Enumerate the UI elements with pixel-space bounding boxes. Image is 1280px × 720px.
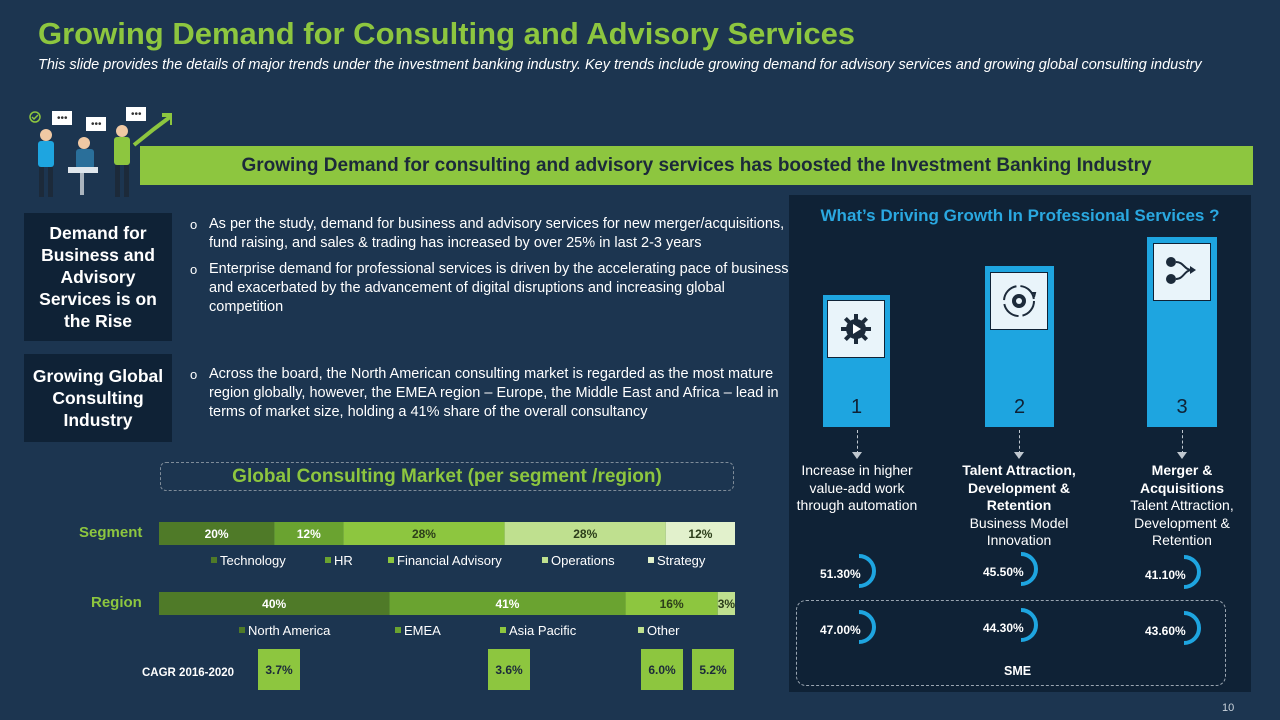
bar-region-asia-pacific xyxy=(625,592,718,615)
bullet-list-demand: As per the study, demand for business an… xyxy=(190,215,790,324)
driver-number: 1 xyxy=(850,396,863,418)
data-label-asia-pacific: 16% xyxy=(660,597,684,611)
chart-title: Global Consulting Market (per segment /r… xyxy=(160,462,734,491)
gauge-arc-top-3 xyxy=(1183,555,1201,589)
driver-description: Talent Attraction, Development & Retenti… xyxy=(1130,497,1234,548)
cagr-value-north-america: 3.7% xyxy=(258,649,300,690)
legend-swatch-technology xyxy=(211,557,217,563)
bar-region-emea xyxy=(389,592,626,615)
legend-entry-operations: Operations xyxy=(551,553,615,568)
svg-text:•••: ••• xyxy=(91,119,102,130)
legend-entry-strategy: Strategy xyxy=(657,553,706,568)
cagr-value-asia-pacific: 6.0% xyxy=(641,649,683,690)
gauge-arc-sme-2 xyxy=(1020,608,1038,642)
legend-entry-technology: Technology xyxy=(220,553,286,568)
cagr-value-emea: 3.6% xyxy=(488,649,530,690)
bullet-item: Across the board, the North American con… xyxy=(190,365,790,422)
legend-swatch-asia-pacific xyxy=(500,627,506,633)
gauge-arc-top-1 xyxy=(858,554,876,588)
legend-swatch-financial-advisory xyxy=(388,557,394,563)
arrowhead-icon xyxy=(852,452,862,459)
legend-swatch-other xyxy=(638,627,644,633)
pct-sme-2: 44.30% xyxy=(983,621,1024,635)
arrowhead-icon xyxy=(1177,452,1187,459)
page-subtitle: This slide provides the details of major… xyxy=(38,57,1202,73)
legend-swatch-hr xyxy=(325,557,331,563)
bar-region-other xyxy=(717,592,735,615)
legend-swatch-strategy xyxy=(648,557,654,563)
pct-sme-1: 47.00% xyxy=(820,623,861,637)
gauge-arc-top-2 xyxy=(1020,552,1038,586)
data-label-technology: 20% xyxy=(205,527,229,541)
panel-title: What’s Driving Growth In Professional Se… xyxy=(820,206,1220,225)
cagr-value-other: 5.2% xyxy=(692,649,734,690)
merge-flow-icon xyxy=(1153,243,1211,301)
gauge-arc-sme-3 xyxy=(1183,611,1201,645)
row-label-region: Region xyxy=(91,594,142,611)
legend-entry-asia-pacific: Asia Pacific xyxy=(509,623,577,638)
gauge-arcs xyxy=(858,552,1201,645)
arrow-connector xyxy=(1019,430,1020,454)
data-label-operations: 28% xyxy=(573,527,597,541)
data-label-financial-advisory: 28% xyxy=(412,527,436,541)
bar-segment-technology xyxy=(159,522,275,545)
driver-text-2: Talent Attraction, Development & Retenti… xyxy=(955,462,1083,550)
gauge-arc-sme-1 xyxy=(858,610,876,644)
driver-number: 2 xyxy=(1013,396,1026,418)
bar-segment-strategy xyxy=(665,522,735,545)
pct-top-2: 45.50% xyxy=(983,565,1024,579)
page-title: Growing Demand for Consulting and Adviso… xyxy=(38,16,856,51)
legend-entry-other: Other xyxy=(647,623,680,638)
page-number: 10 xyxy=(1222,702,1235,714)
bar-segment-operations xyxy=(504,522,666,545)
gear-play-icon xyxy=(827,300,885,358)
driver-description: Increase in higher value-add work throug… xyxy=(796,462,918,513)
legend-swatch-operations xyxy=(542,557,548,563)
bullet-item: Enterprise demand for professional servi… xyxy=(190,260,790,317)
driver-heading: Talent Attraction, Development & Retenti… xyxy=(962,462,1076,513)
cagr-label: CAGR 2016-2020 xyxy=(142,667,235,679)
section-label-global: Growing Global Consulting Industry xyxy=(24,354,172,442)
team-growth-illustration: ••• ••• ••• xyxy=(29,107,172,197)
driver-number: 3 xyxy=(1176,396,1188,418)
driver-heading: Merger & Acquisitions xyxy=(1139,462,1224,496)
legend-swatch-north-america xyxy=(239,627,245,633)
pct-sme-3: 43.60% xyxy=(1145,624,1186,638)
data-label-hr: 12% xyxy=(297,527,321,541)
arrowhead-icon xyxy=(1014,452,1024,459)
legend-entry-emea: EMEA xyxy=(404,623,441,638)
row-label-segment: Segment xyxy=(79,524,143,541)
market-share-chart: 20% 12% 28% 28% 12% Technology HR Financial Adv… xyxy=(159,522,736,638)
bullet-list-global: Across the board, the North American con… xyxy=(190,365,790,429)
driver-text-1: Increase in higher value-add work throug… xyxy=(793,462,921,515)
legend-swatch-emea xyxy=(395,627,401,633)
bar-segment-financial-advisory xyxy=(343,522,505,545)
sme-group-box xyxy=(796,600,1226,686)
arrow-connector xyxy=(1182,430,1183,454)
legend-entry-financial-advisory: Financial Advisory xyxy=(397,553,502,568)
pct-top-3: 41.10% xyxy=(1145,568,1186,582)
data-label-strategy: 12% xyxy=(688,527,712,541)
legend-entry-north-america: North America xyxy=(248,623,331,638)
bar-region-north-america xyxy=(159,592,390,615)
bullet-item: As per the study, demand for business an… xyxy=(190,215,790,253)
legend-entry-hr: HR xyxy=(334,553,353,568)
banner: Growing Demand for consulting and adviso… xyxy=(140,146,1253,185)
section-label-demand: Demand for Business and Advisory Service… xyxy=(24,213,172,341)
bar-segment-hr xyxy=(274,522,344,545)
data-label-other: 3% xyxy=(718,597,736,611)
driver-text-3: Merger & Acquisitions Talent Attraction,… xyxy=(1118,462,1246,550)
cycle-gear-icon xyxy=(990,272,1048,330)
data-label-emea: 41% xyxy=(495,597,519,611)
sme-label: SME xyxy=(1004,664,1032,678)
data-label-north-america: 40% xyxy=(262,597,286,611)
svg-text:•••: ••• xyxy=(57,113,68,124)
pct-top-1: 51.30% xyxy=(820,567,861,581)
driver-description: Business Model Innovation xyxy=(969,514,1069,549)
svg-text:•••: ••• xyxy=(131,109,142,120)
arrow-connector xyxy=(857,430,858,454)
